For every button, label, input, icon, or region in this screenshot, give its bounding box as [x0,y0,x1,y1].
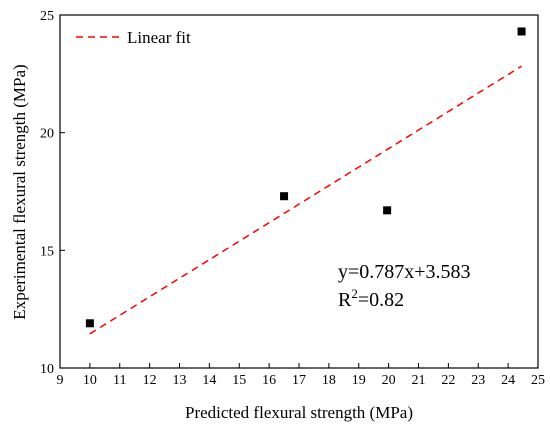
y-axis-ticks: 10 15 20 25 [40,9,65,377]
fit-line-layer [89,65,522,335]
legend: Linear fit [76,28,191,47]
x-tick-label: 13 [173,373,187,388]
x-tick-label: 18 [322,373,336,388]
x-tick-label: 10 [83,373,97,388]
plot-frame [59,14,539,369]
x-tick-label: 20 [382,373,396,388]
linear-fit-line [89,65,522,335]
y-axis-title: Experimental flexural strength (MPa) [10,64,29,319]
data-point [85,319,94,328]
regression-equation: y=0.787x+3.583 [338,261,471,283]
data-point [517,27,526,36]
x-axis-title: Predicted flexural strength (MPa) [185,403,413,422]
x-tick-label: 24 [501,373,515,388]
r-squared-value: =0.82 [358,289,404,311]
x-tick-label: 9 [57,373,64,388]
data-point [280,192,289,201]
x-tick-label: 12 [143,373,157,388]
r-squared-annotation: R2=0.82 [338,286,404,311]
x-tick-label: 14 [202,373,216,388]
x-tick-label: 17 [292,373,306,388]
x-axis-ticks: 9 10 11 12 13 14 15 16 17 18 19 20 21 22 23 24 25 [57,363,545,388]
data-point [383,206,392,215]
x-tick-label: 15 [232,373,246,388]
x-tick-label: 22 [441,373,455,388]
r-squared-prefix: R [338,289,352,311]
x-tick-label: 16 [262,373,276,388]
x-tick-label: 25 [531,373,545,388]
y-tick-label: 20 [40,127,54,142]
r-squared-superscript: 2 [351,286,358,301]
x-tick-label: 11 [113,373,126,388]
x-tick-label: 19 [352,373,366,388]
x-tick-label: 23 [471,373,485,388]
x-tick-label: 21 [412,373,426,388]
y-tick-label: 10 [40,362,54,377]
data-points [85,27,526,328]
legend-label-linear-fit: Linear fit [127,28,191,47]
y-tick-label: 15 [40,244,54,259]
y-tick-label: 25 [40,9,54,24]
